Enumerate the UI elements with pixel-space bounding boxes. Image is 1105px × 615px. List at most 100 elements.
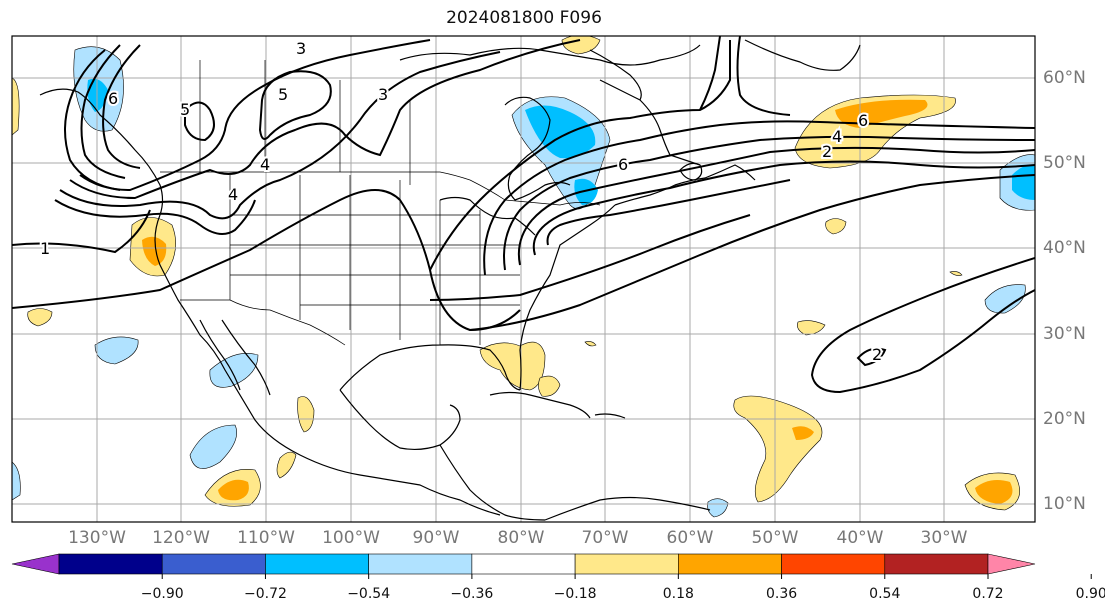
colorbar-tick-label: 0.18 bbox=[662, 586, 694, 602]
shade-west-edge-blue bbox=[12, 461, 21, 501]
colorbar-segment bbox=[58, 553, 163, 575]
contour-label: 5 bbox=[180, 100, 190, 119]
contour-label: 4 bbox=[260, 155, 270, 174]
coast-south-america bbox=[544, 496, 711, 521]
contour-labels: 1 2 3 3 4 4 4 5 5 6 6 6 2 bbox=[38, 37, 884, 366]
contour-alaska-2 bbox=[80, 44, 126, 179]
colorbar-segments bbox=[11, 553, 1036, 575]
coast-mexico-east bbox=[339, 389, 461, 451]
lat-label: 60°N bbox=[1043, 68, 1086, 88]
contour-northeast-loop bbox=[699, 36, 791, 116]
border-states-1 bbox=[229, 175, 481, 345]
shade-atl-yellow-small-2 bbox=[797, 320, 826, 336]
contour-ridge-1 bbox=[12, 189, 521, 332]
contour-label: 4 bbox=[832, 127, 842, 146]
contour-label: 2 bbox=[822, 142, 832, 161]
contour-us-east-lower bbox=[469, 174, 1035, 331]
shade-quebec-blue-core bbox=[574, 178, 598, 205]
contour-trough-1 bbox=[429, 40, 731, 271]
colorbar-segment bbox=[161, 553, 266, 575]
shade-atl-orange-main bbox=[835, 99, 928, 128]
shade-west-edge-yellow bbox=[12, 77, 20, 136]
contour-label: 5 bbox=[278, 85, 288, 104]
contour-alaska-1 bbox=[64, 49, 121, 191]
contour-label: 6 bbox=[108, 89, 118, 108]
contour-label: 6 bbox=[858, 111, 868, 130]
shade-pacific-blue-2 bbox=[189, 424, 237, 469]
boundaries bbox=[160, 60, 601, 346]
graticule bbox=[12, 36, 1035, 522]
coast-newfoundland bbox=[679, 162, 703, 181]
coast-labrador bbox=[599, 79, 701, 166]
lat-label: 50°N bbox=[1043, 153, 1086, 173]
shade-greenland-yellow bbox=[561, 36, 601, 55]
lon-label: 70°W bbox=[581, 528, 629, 548]
contour-label: 4 bbox=[228, 185, 238, 204]
contour-trough-4 bbox=[517, 146, 1035, 266]
border-us-canada bbox=[160, 171, 601, 206]
contour-trough-6 bbox=[546, 179, 791, 246]
colorbar-segment bbox=[265, 553, 369, 575]
shade-atl-blue-east-core bbox=[1012, 164, 1035, 200]
coast-arctic bbox=[399, 44, 701, 66]
lon-label: 90°W bbox=[412, 528, 460, 548]
shade-pacific-yellow bbox=[27, 308, 53, 327]
shade-mex-yellow-1 bbox=[297, 396, 315, 433]
colorbar-extend-low bbox=[11, 553, 60, 575]
shade-florida-yellow bbox=[479, 341, 546, 391]
map-frame bbox=[11, 35, 1036, 523]
map-title: 2024081800 F096 bbox=[446, 8, 602, 28]
shade-mid-yellow bbox=[949, 271, 963, 276]
shade-hudson-blue-core bbox=[525, 105, 596, 159]
lon-label: 40°W bbox=[836, 528, 884, 548]
lon-label: 120°W bbox=[152, 528, 210, 548]
contour-atlantic-loop bbox=[810, 257, 1035, 394]
contour-ridge-3 bbox=[69, 39, 581, 200]
contour-east-lowest bbox=[429, 214, 751, 301]
shade-bahamas-yellow bbox=[538, 375, 561, 397]
border-us-mexico bbox=[180, 299, 346, 346]
contour-inner-4 bbox=[184, 101, 215, 142]
colorbar-tick-label: 0.54 bbox=[869, 586, 901, 602]
colorbar-tick-label: −0.90 bbox=[140, 586, 184, 602]
shading-layer bbox=[12, 36, 1035, 518]
colorbar-tick-label: −0.72 bbox=[243, 586, 287, 602]
border-states-2 bbox=[230, 214, 520, 306]
coast-greenland bbox=[744, 39, 861, 71]
colorbar-segment bbox=[574, 553, 679, 575]
lon-label: 110°W bbox=[237, 528, 295, 548]
coast-maritimes bbox=[614, 164, 756, 206]
contour-inner-5 bbox=[258, 70, 332, 140]
lon-label: 100°W bbox=[322, 528, 380, 548]
contour-label: 2 bbox=[872, 345, 882, 364]
coast-baja bbox=[199, 319, 241, 391]
coast-gulf-of-mexico bbox=[339, 344, 521, 391]
coast-hispaniola bbox=[594, 413, 626, 419]
colorbar-tick-label: 0.36 bbox=[765, 586, 798, 602]
contour-trough-3 bbox=[503, 135, 1035, 271]
contour-alaska-3 bbox=[102, 44, 141, 169]
contour-label: 3 bbox=[378, 85, 388, 104]
shade-west-orange bbox=[142, 236, 167, 266]
shade-pacific-blue-1 bbox=[94, 336, 139, 365]
shade-mex-yellow-2 bbox=[276, 451, 297, 479]
border-canada-provinces bbox=[199, 60, 411, 185]
colorbar-tick-label: −0.18 bbox=[553, 586, 597, 602]
shade-atl-yellow-small-1 bbox=[825, 218, 847, 235]
colorbar-ticks bbox=[161, 574, 1092, 579]
colorbar-segment bbox=[471, 553, 576, 575]
colorbar-extend-high bbox=[987, 553, 1036, 575]
contour-label: 3 bbox=[296, 39, 306, 58]
contour-ridge-2 bbox=[79, 39, 431, 192]
shade-atl-blue-mid bbox=[984, 284, 1026, 314]
colorbar-tick-label: −0.36 bbox=[450, 586, 494, 602]
lon-label: 80°W bbox=[497, 528, 545, 548]
coast-hudson-bay bbox=[504, 96, 571, 201]
contours bbox=[12, 36, 1035, 394]
lon-label: 60°W bbox=[666, 528, 714, 548]
coast-gulf-of-california bbox=[221, 319, 271, 396]
colorbar-segment bbox=[781, 553, 886, 575]
coast-cuba bbox=[489, 391, 591, 419]
map-figure: 1 2 3 3 4 4 4 5 5 6 6 6 2 bbox=[11, 35, 1036, 523]
shade-atl-orange-se bbox=[975, 480, 1013, 504]
